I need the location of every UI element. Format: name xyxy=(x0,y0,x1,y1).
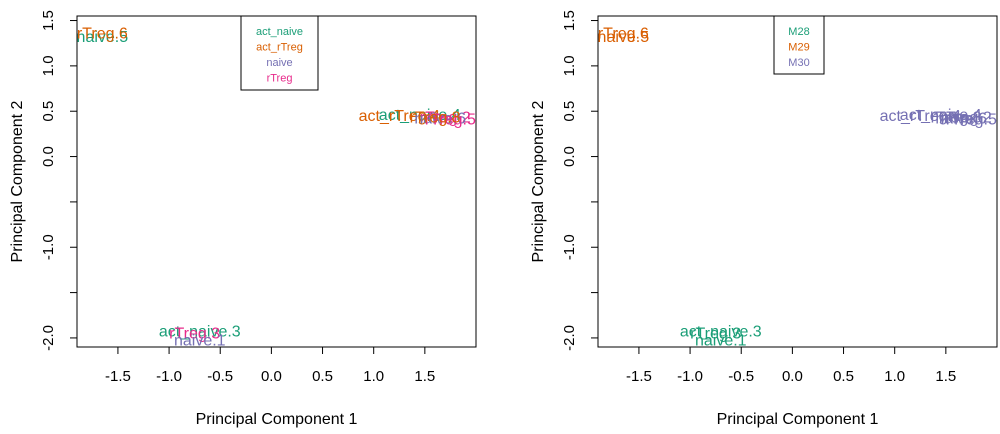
y-tick-label: -1.0 xyxy=(40,234,57,260)
x-axis-label: Principal Component 1 xyxy=(717,411,879,428)
point-label: rTreg.5 xyxy=(946,111,997,128)
legend-entry: rTreg xyxy=(267,73,293,85)
y-tick-label: 0.5 xyxy=(40,101,57,122)
legend: M28 M29 M30 xyxy=(773,15,825,75)
x-tick-label: -0.5 xyxy=(207,368,233,385)
x-axis: -1.5 -1.0 -0.5 0.0 0.5 1.0 1.5 Principal Compon… xyxy=(626,347,956,428)
x-axis-label: Principal Component 1 xyxy=(196,411,358,428)
point-label: act_rTreg.4 xyxy=(880,108,961,125)
point-label: act_naive.5 xyxy=(46,29,128,46)
x-tick-label: -0.5 xyxy=(728,368,754,385)
point-label: act_rTreg.6 xyxy=(568,25,649,42)
y-tick-label: 1.0 xyxy=(40,55,57,76)
point-label: act_naive.4 xyxy=(379,107,461,124)
point-label: rTreg.2 xyxy=(420,110,471,127)
point-label: rTreg.8 xyxy=(931,110,982,127)
point-label: act_naive.5 xyxy=(567,29,649,46)
point-label: rTreg.3 xyxy=(690,325,741,342)
x-tick-label: 1.5 xyxy=(414,368,435,385)
x-axis: -1.5 -1.0 -0.5 0.0 0.5 1.0 1.5 Principal Compon… xyxy=(105,347,435,428)
pca-panel-1: -1.5 -1.0 -0.5 0.0 0.5 1.0 1.5 Principal Compon… xyxy=(9,10,477,428)
legend-box xyxy=(773,15,825,75)
legend-entry: M30 xyxy=(788,57,809,69)
y-axis-label: Principal Component 2 xyxy=(530,100,547,262)
point-label: naive.1 xyxy=(174,333,226,350)
x-tick-label: 0.0 xyxy=(261,368,282,385)
x-tick-label: 1.5 xyxy=(935,368,956,385)
point-label: rTreg.3 xyxy=(169,325,220,342)
point-label: rTreg.2 xyxy=(941,110,992,127)
point-label: act_naive.3 xyxy=(680,324,762,341)
y-tick-label: 0.5 xyxy=(561,101,578,122)
x-tick-label: 0.5 xyxy=(833,368,854,385)
y-tick-label: 0.0 xyxy=(40,146,57,167)
point-label: rTreg.8 xyxy=(410,110,461,127)
point-label: act_naive.4 xyxy=(900,107,982,124)
point-label: naive.6 xyxy=(414,111,466,128)
y-tick-label: 1.5 xyxy=(561,10,578,31)
y-tick-label: 1.5 xyxy=(40,10,57,31)
point-label: rTreg.5 xyxy=(425,111,476,128)
x-tick-label: -1.5 xyxy=(626,368,652,385)
legend-entry: naive xyxy=(266,57,292,69)
legend-entry: M29 xyxy=(788,42,809,54)
y-tick-label: -1.0 xyxy=(561,234,578,260)
y-tick-label: -2.0 xyxy=(561,325,578,351)
x-tick-label: -1.5 xyxy=(105,368,131,385)
x-tick-label: 1.0 xyxy=(363,368,384,385)
y-axis: -2.0 -1.0 0.0 0.5 1.0 1.5 Principal Component … xyxy=(530,10,598,351)
legend-entry: act_naive xyxy=(256,26,303,38)
y-tick-label: -2.0 xyxy=(40,325,57,351)
legend-entry: M28 xyxy=(788,26,809,38)
point-labels: act_naive.5act_rTreg.6act_naive.4act_rTr… xyxy=(46,25,476,350)
x-tick-label: -1.0 xyxy=(677,368,703,385)
point-label: act_naive.3 xyxy=(159,324,241,341)
x-tick-label: 0.0 xyxy=(782,368,803,385)
point-label: naive.1 xyxy=(695,333,747,350)
y-tick-label: 1.0 xyxy=(561,55,578,76)
y-axis: -2.0 -1.0 0.0 0.5 1.0 1.5 Principal Component … xyxy=(9,10,77,351)
y-tick-label: 0.0 xyxy=(561,146,578,167)
point-label: act_rTreg.4 xyxy=(359,108,440,125)
y-axis-label: Principal Component 2 xyxy=(9,100,26,262)
point-label: naive.6 xyxy=(935,111,987,128)
point-label: act_rTreg.6 xyxy=(47,25,128,42)
legend-entry: act_rTreg xyxy=(256,42,303,54)
legend-box xyxy=(240,15,319,91)
x-tick-label: -1.0 xyxy=(156,368,182,385)
x-tick-label: 1.0 xyxy=(884,368,905,385)
pca-panel-2: -1.5 -1.0 -0.5 0.0 0.5 1.0 1.5 Principal Compon… xyxy=(530,10,998,428)
x-tick-label: 0.5 xyxy=(312,368,333,385)
